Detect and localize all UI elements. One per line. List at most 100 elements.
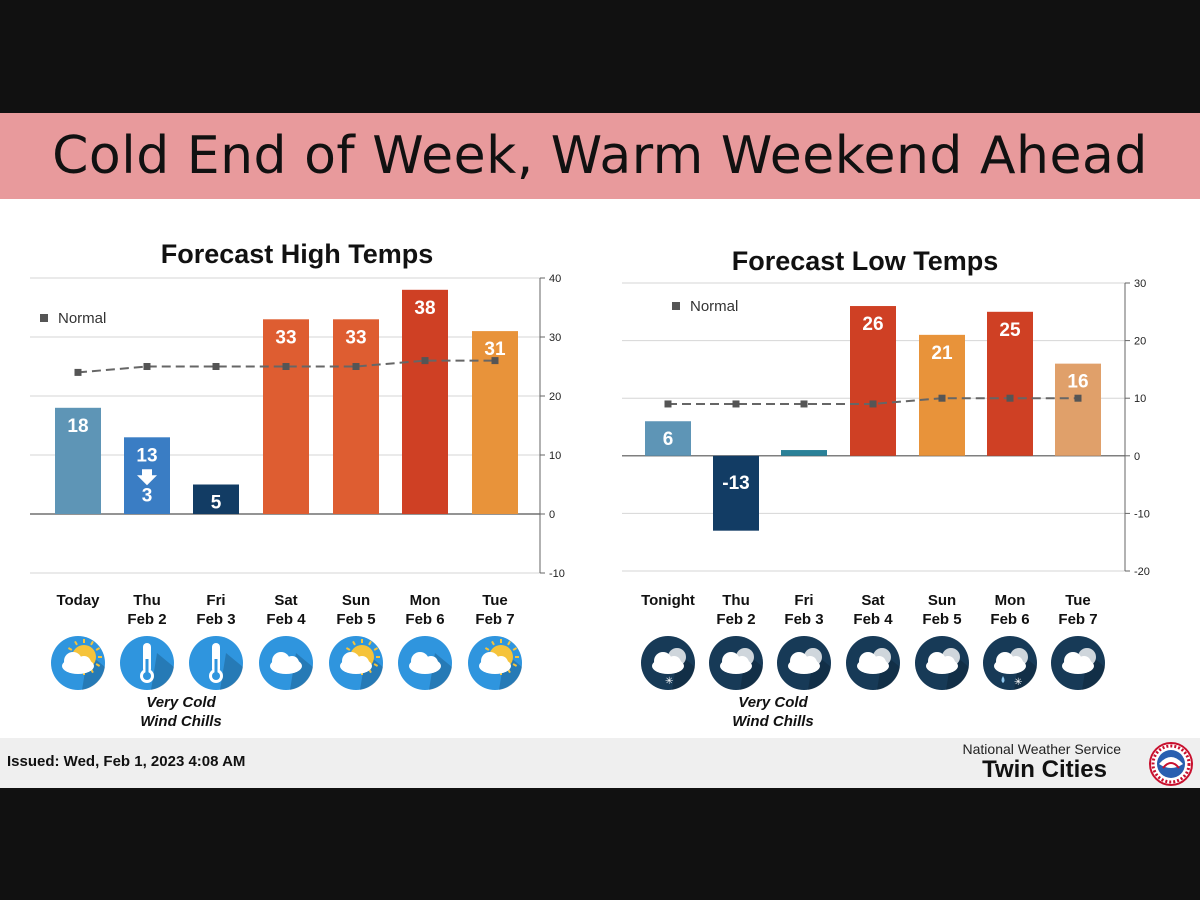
day-label: Feb 3: [784, 611, 823, 628]
day-label: Tue: [482, 592, 508, 609]
day-label: Feb 3: [196, 611, 235, 628]
legend-marker: [672, 302, 680, 310]
bar: [713, 455, 759, 531]
day-label: Feb 7: [1058, 611, 1097, 628]
bar-value-label: 33: [275, 327, 296, 348]
sun-ray: [491, 640, 495, 646]
sun-ray: [345, 647, 351, 651]
chart-title: Forecast High Temps: [161, 239, 434, 269]
cloud-puff: [735, 656, 749, 670]
y-tick-label: 30: [549, 332, 561, 344]
nws-office-name: Twin Cities: [982, 756, 1107, 783]
sun-ray: [90, 640, 94, 646]
day-label: Feb 5: [336, 611, 375, 628]
cloud-puff: [1009, 656, 1023, 670]
bar: [333, 319, 379, 514]
thermometer-icon: [120, 636, 174, 690]
legend-label: Normal: [58, 310, 106, 327]
thermometer-mercury: [145, 659, 149, 675]
down-arrow-icon: [137, 469, 157, 486]
day-label: Fri: [206, 592, 225, 609]
sun-ray: [368, 640, 372, 646]
day-label: Sun: [928, 592, 956, 609]
sun-ray: [484, 647, 490, 651]
day-label: Feb 4: [853, 611, 893, 628]
wind-chill-note: Wind Chills: [732, 713, 814, 730]
bar: [402, 289, 448, 514]
cloudy-night-icon: [709, 636, 763, 690]
cloud-puff: [1077, 656, 1091, 670]
wind-chill-note: Very Cold: [738, 694, 808, 711]
y-tick-label: 30: [1134, 278, 1146, 290]
snow-cloudy-night-icon: ✳: [641, 636, 695, 690]
normal-marker: [800, 400, 808, 408]
cloud-puff: [941, 656, 955, 670]
cloud-puff: [872, 656, 886, 670]
normal-marker: [938, 394, 946, 402]
partly-sunny-icon: [51, 636, 105, 690]
cloud-puff: [424, 656, 438, 670]
legend-label: Normal: [690, 298, 738, 315]
sun-ray: [512, 663, 518, 667]
low-temps-chart: Forecast Low Temps -20 -10 0 10 20 30 6 -13 1 26 21…: [622, 246, 1150, 730]
normal-marker: [352, 363, 360, 370]
bar-value-label: 16: [1067, 372, 1088, 393]
bar-value-label: 25: [999, 320, 1021, 341]
bar-value-label: 33: [345, 327, 366, 348]
normal-marker: [1074, 394, 1082, 402]
y-tick-label: 0: [1134, 451, 1140, 463]
cloud-puff: [667, 656, 681, 670]
bar: [850, 306, 896, 456]
day-label: Fri: [794, 592, 813, 609]
y-tick-label: 0: [549, 509, 555, 521]
sun-ray: [373, 647, 379, 651]
day-label: Feb 7: [475, 611, 514, 628]
cloudy-icon: [398, 636, 452, 690]
thermometer-tube: [212, 643, 220, 673]
rain-snow-night-icon: ✳: [983, 636, 1037, 690]
sun-ray: [95, 663, 101, 667]
bar: [987, 311, 1033, 456]
y-tick-label: -10: [1134, 508, 1150, 520]
thermometer-mercury-bulb: [212, 672, 220, 680]
normal-marker: [664, 400, 672, 408]
thermometer-mercury-bulb: [143, 672, 151, 680]
issued-timestamp: Issued: Wed, Feb 1, 2023 4:08 AM: [7, 753, 246, 770]
bar-value-label: 1: [799, 428, 810, 449]
wind-chill-value: 3: [142, 485, 153, 506]
bar: [263, 319, 309, 514]
bar-value-label: 31: [484, 339, 506, 360]
normal-marker: [143, 363, 151, 370]
normal-marker: [212, 363, 220, 370]
day-label: Sat: [274, 592, 297, 609]
partly-sunny-icon: [329, 636, 383, 690]
normal-marker: [491, 357, 499, 365]
y-tick-label: 20: [1134, 336, 1146, 348]
bar-value-label: -13: [722, 473, 749, 494]
cloudy-night-icon: [915, 636, 969, 690]
cloud-puff: [803, 656, 817, 670]
title-banner: Cold End of Week, Warm Weekend Ahead: [0, 113, 1200, 199]
y-tick-label: 20: [549, 391, 561, 403]
sun-ray: [512, 647, 518, 651]
cloudy-icon: [259, 636, 313, 690]
raindrop-icon: [1001, 676, 1005, 683]
legend-marker: [40, 314, 48, 322]
bar: [55, 407, 101, 514]
day-label: Feb 6: [990, 611, 1029, 628]
wind-chill-note: Very Cold: [146, 694, 216, 711]
footer-bar: Issued: Wed, Feb 1, 2023 4:08 AM Nationa…: [0, 738, 1200, 788]
day-label: Today: [56, 592, 100, 609]
y-tick-label: 10: [1134, 393, 1146, 405]
cloud-puff: [355, 656, 369, 670]
y-tick-label: -10: [549, 568, 565, 580]
day-label: Feb 5: [922, 611, 961, 628]
sun-ray: [67, 647, 73, 651]
icon-shadow: [151, 653, 174, 690]
day-label: Thu: [722, 592, 750, 609]
cloudy-night-icon: [1051, 636, 1105, 690]
normal-marker: [869, 400, 877, 408]
icon-shadow: [220, 653, 243, 690]
